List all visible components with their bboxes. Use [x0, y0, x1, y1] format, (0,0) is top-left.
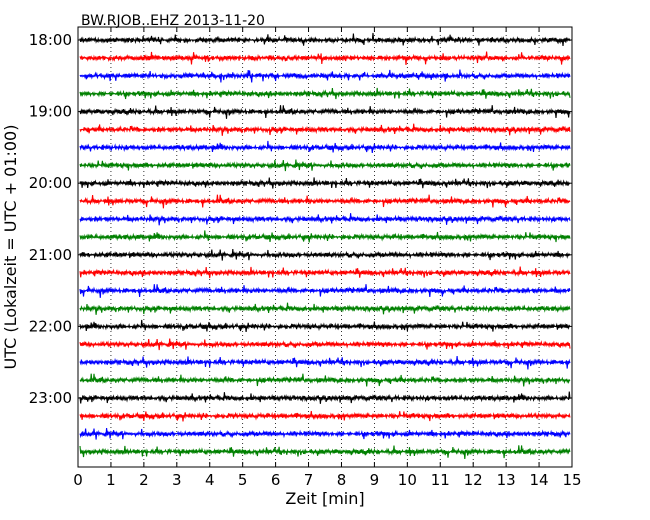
x-tick-label: 15 — [562, 471, 581, 489]
trace-1 — [79, 32, 571, 46]
trace-5 — [79, 105, 571, 119]
x-tick-label: 0 — [73, 471, 83, 489]
x-tick-label: 13 — [497, 471, 516, 489]
trace-21 — [79, 391, 571, 404]
x-axis-label: Zeit [min] — [285, 489, 364, 508]
x-tick-label: 3 — [172, 471, 182, 489]
y-tick-label: 20:00 — [29, 174, 72, 192]
y-tick-label: 19:00 — [29, 103, 72, 121]
x-tick-label: 5 — [238, 471, 248, 489]
trace-20 — [79, 373, 571, 387]
traces — [79, 32, 571, 459]
y-axis-label: UTC (Lokalzeit = UTC + 01:00) — [1, 125, 20, 370]
x-tick-label: 9 — [370, 471, 380, 489]
x-tick-label: 6 — [271, 471, 281, 489]
x-tick-label: 14 — [530, 471, 549, 489]
grid-lines — [110, 27, 540, 467]
x-tick-label: 8 — [337, 471, 347, 489]
trace-4 — [79, 87, 571, 100]
trace-15 — [79, 284, 571, 298]
y-tick-label: 18:00 — [29, 31, 72, 49]
chart-title: BW.RJOB..EHZ 2013-11-20 — [81, 13, 265, 29]
y-tick-label: 23:00 — [29, 389, 72, 407]
x-tick-label: 4 — [205, 471, 215, 489]
trace-12 — [79, 230, 571, 243]
x-tick-label: 2 — [139, 471, 149, 489]
trace-16 — [79, 302, 571, 315]
y-tick-label: 22:00 — [29, 317, 72, 335]
plot-frame — [77, 26, 573, 468]
trace-23 — [79, 428, 571, 440]
trace-10 — [79, 194, 571, 209]
axis-ticks: 0 1 2 3 4 5 6 7 8 9 10 11 12 13 14 1518:0019:0020:0021:… — [29, 27, 582, 489]
trace-17 — [79, 319, 571, 332]
trace-24 — [79, 445, 571, 459]
trace-13 — [79, 249, 571, 261]
trace-18 — [79, 338, 571, 351]
trace-11 — [79, 213, 571, 226]
x-tick-label: 1 — [106, 471, 116, 489]
x-tick-label: 12 — [464, 471, 483, 489]
x-tick-label: 11 — [431, 471, 450, 489]
trace-2 — [79, 51, 571, 66]
trace-6 — [79, 123, 571, 136]
trace-3 — [79, 69, 571, 83]
trace-22 — [79, 410, 571, 422]
y-tick-label: 21:00 — [29, 246, 72, 264]
x-tick-label: 10 — [398, 471, 417, 489]
x-tick-label: 7 — [304, 471, 314, 489]
trace-14 — [79, 266, 571, 279]
trace-9 — [79, 177, 571, 189]
trace-7 — [79, 140, 571, 153]
trace-19 — [79, 356, 571, 370]
trace-8 — [79, 159, 571, 172]
